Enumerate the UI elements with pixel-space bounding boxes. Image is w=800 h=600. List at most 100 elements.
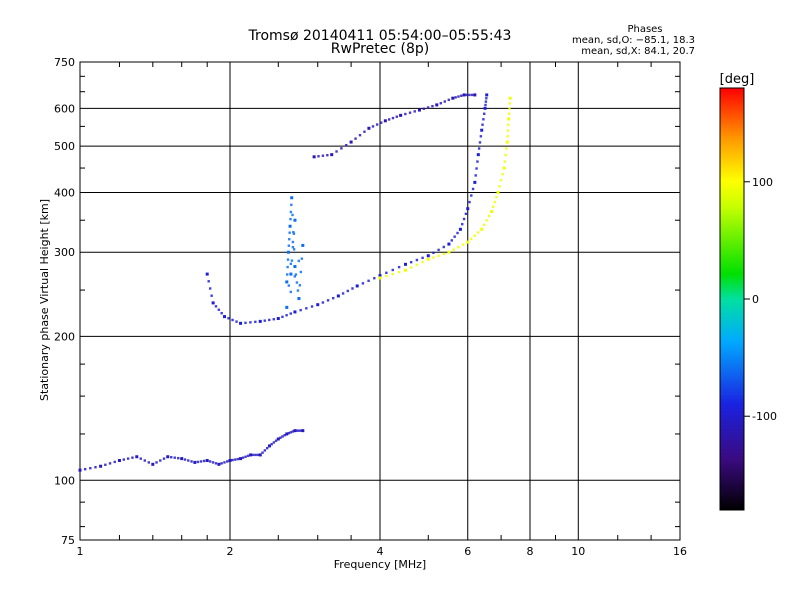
echo-point <box>483 112 486 115</box>
echo-point <box>292 232 296 235</box>
echo-point <box>281 435 284 438</box>
echo-point <box>499 179 503 182</box>
echo-point <box>458 227 462 231</box>
echo-point <box>234 458 237 461</box>
echo-point <box>236 457 240 461</box>
echo-point <box>214 462 218 465</box>
echo-point <box>261 451 264 454</box>
echo-point <box>295 281 299 284</box>
echo-point <box>227 317 230 320</box>
echo-point <box>286 250 290 254</box>
echo-point <box>471 187 475 191</box>
echo-point <box>397 271 401 274</box>
echo-point <box>78 468 82 472</box>
echo-point <box>205 458 209 462</box>
echo-point <box>297 259 301 263</box>
axis-ticks <box>80 62 680 540</box>
echo-point <box>293 275 296 278</box>
x-tick-label: 8 <box>527 545 534 558</box>
echo-point <box>281 315 284 319</box>
echo-point <box>485 97 488 100</box>
echo-point <box>211 461 215 464</box>
echo-point <box>155 461 158 464</box>
colorbar-tick-label: -100 <box>752 410 777 423</box>
y-tick-label: 100 <box>54 474 75 487</box>
echo-point <box>173 456 176 459</box>
echo-point <box>426 254 430 258</box>
echo-point <box>251 453 255 457</box>
echo-point <box>267 444 271 448</box>
echo-point <box>288 238 291 241</box>
echo-point <box>289 210 293 214</box>
echo-point <box>231 458 234 462</box>
echo-point <box>367 126 371 130</box>
echo-point <box>292 230 295 234</box>
echo-point <box>131 456 134 459</box>
echo-point <box>462 93 466 97</box>
echo-point <box>104 463 107 466</box>
echo-point <box>285 273 289 276</box>
echo-point <box>258 453 262 457</box>
echo-point <box>89 466 92 470</box>
echo-point <box>249 321 252 324</box>
y-tick-label: 500 <box>54 140 75 153</box>
echo-point <box>272 318 275 321</box>
echo-point <box>476 153 480 157</box>
echo-point <box>290 259 294 262</box>
echo-point <box>409 266 413 269</box>
echo-point <box>289 262 293 265</box>
echo-point <box>477 147 481 150</box>
echo-point <box>289 312 292 315</box>
y-tick-labels: 75 100 200 300 400 500 600 750 <box>54 56 75 547</box>
echo-point <box>391 268 394 272</box>
echo-point <box>470 194 473 197</box>
echo-point <box>426 106 430 109</box>
echo-point <box>437 248 440 252</box>
echo-point <box>484 103 487 107</box>
echo-point <box>239 321 243 325</box>
echo-point <box>496 190 500 194</box>
grid-lines <box>80 62 680 540</box>
echo-point <box>217 308 221 311</box>
echo-point <box>354 137 357 140</box>
echo-point <box>249 453 253 457</box>
echo-point <box>421 256 424 260</box>
echo-point <box>341 292 345 295</box>
echo-point <box>183 458 187 461</box>
x-tick-label: 6 <box>464 545 471 558</box>
echo-point <box>422 107 425 110</box>
echo-point <box>159 459 162 462</box>
echo-point <box>291 430 295 433</box>
echo-point <box>208 287 212 290</box>
echo-point <box>279 436 282 439</box>
echo-point <box>263 449 267 452</box>
echo-point <box>301 243 305 247</box>
echo-point <box>187 459 190 462</box>
echo-point <box>256 453 260 457</box>
echo-point <box>321 301 325 304</box>
echo-point <box>493 200 497 204</box>
echo-point <box>421 260 424 264</box>
echo-point <box>94 466 97 469</box>
echo-points <box>78 93 512 472</box>
echo-point <box>485 93 489 97</box>
echo-point <box>437 254 440 257</box>
echo-point <box>378 274 382 278</box>
echo-point <box>305 307 308 310</box>
echo-point <box>456 231 459 235</box>
echo-point <box>330 153 334 157</box>
echo-point <box>293 265 297 269</box>
echo-point <box>244 455 247 458</box>
colorbar-tick-label: 100 <box>752 176 773 189</box>
echo-point <box>346 289 349 293</box>
echo-point <box>447 98 451 102</box>
echo-point <box>351 287 354 290</box>
echo-point <box>383 119 387 123</box>
stats-o-line: mean, sd,O: −85.1, 18.3 <box>572 35 695 46</box>
echo-point <box>254 320 257 324</box>
echo-point <box>363 130 366 133</box>
echo-point <box>196 460 200 464</box>
echo-point <box>299 308 302 312</box>
echo-point <box>498 185 501 188</box>
